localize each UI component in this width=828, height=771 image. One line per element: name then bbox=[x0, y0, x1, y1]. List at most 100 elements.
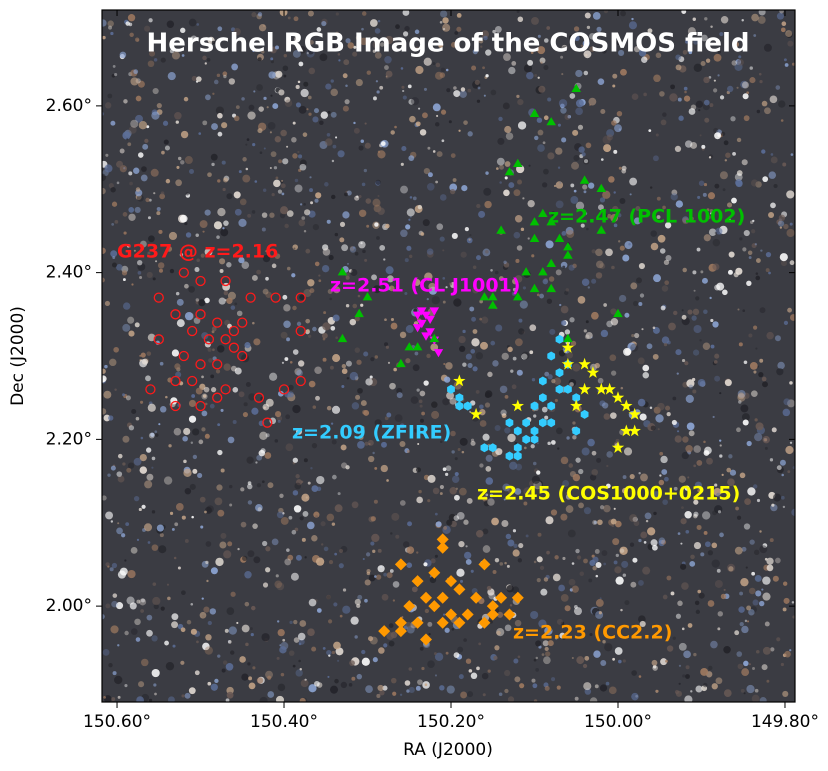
sky-blob bbox=[533, 658, 537, 662]
sky-blob bbox=[597, 78, 605, 86]
sky-blob bbox=[190, 35, 198, 42]
sky-blob bbox=[306, 521, 315, 530]
sky-blob bbox=[551, 378, 556, 384]
sky-blob bbox=[210, 567, 218, 575]
sky-blob bbox=[114, 388, 117, 391]
sky-blob bbox=[633, 46, 641, 53]
sky-blob bbox=[377, 207, 385, 215]
marker bbox=[445, 575, 457, 588]
sky-blob bbox=[256, 454, 263, 461]
sky-blob bbox=[764, 446, 768, 450]
sky-blob bbox=[477, 86, 481, 90]
sky-blob bbox=[415, 121, 421, 127]
marker bbox=[555, 368, 564, 378]
sky-blob bbox=[168, 696, 175, 702]
sky-blob bbox=[308, 684, 317, 693]
sky-blob bbox=[198, 299, 206, 307]
sky-blob bbox=[740, 404, 749, 413]
marker bbox=[580, 409, 589, 419]
sky-blob bbox=[597, 519, 603, 526]
sky-blob bbox=[456, 568, 465, 577]
sky-blob bbox=[656, 690, 659, 693]
sky-blob bbox=[666, 412, 671, 417]
sky-blob bbox=[368, 455, 375, 463]
sky-blob bbox=[484, 402, 491, 408]
sky-blob bbox=[339, 614, 343, 618]
sky-blob bbox=[588, 182, 595, 189]
sky-blob bbox=[645, 519, 649, 523]
sky-blob bbox=[757, 16, 766, 24]
sky-blob bbox=[316, 27, 322, 32]
sky-blob bbox=[192, 428, 200, 436]
sky-blob bbox=[189, 169, 195, 175]
sky-blob bbox=[162, 120, 169, 126]
sky-blob bbox=[714, 231, 718, 235]
sky-blob bbox=[374, 419, 382, 427]
sky-blob bbox=[719, 392, 722, 395]
sky-blob bbox=[770, 647, 775, 652]
sky-blob bbox=[459, 437, 468, 446]
sky-blob bbox=[713, 88, 718, 93]
x-tick-label: 149.80° bbox=[751, 712, 819, 732]
sky-blob bbox=[750, 390, 758, 398]
sky-blob bbox=[434, 674, 438, 677]
sky-blob bbox=[478, 642, 482, 646]
sky-blob bbox=[680, 542, 683, 545]
sky-blob bbox=[517, 121, 527, 130]
sky-blob bbox=[363, 351, 369, 357]
sky-blob bbox=[111, 562, 118, 569]
sky-blob bbox=[406, 546, 415, 554]
sky-blob bbox=[204, 62, 207, 65]
sky-blob bbox=[199, 220, 208, 229]
sky-blob bbox=[712, 321, 719, 328]
sky-blob bbox=[382, 685, 388, 691]
sky-blob bbox=[723, 140, 729, 146]
sky-blob bbox=[602, 640, 606, 644]
sky-blob bbox=[419, 646, 424, 651]
sky-blob bbox=[504, 161, 511, 167]
sky-blob bbox=[365, 198, 372, 204]
sky-blob bbox=[755, 275, 761, 281]
sky-blob bbox=[471, 316, 477, 322]
sky-blob bbox=[409, 115, 416, 123]
sky-blob bbox=[789, 222, 793, 226]
sky-blob bbox=[293, 16, 299, 22]
sky-blob bbox=[204, 510, 207, 514]
sky-blob bbox=[643, 92, 647, 97]
sky-blob bbox=[543, 656, 551, 665]
marker bbox=[220, 384, 231, 395]
sky-blob bbox=[356, 359, 362, 365]
sky-blob bbox=[362, 249, 366, 254]
sky-blob bbox=[693, 289, 696, 292]
sky-blob bbox=[770, 156, 778, 164]
sky-blob bbox=[717, 50, 722, 54]
sky-blob bbox=[114, 72, 118, 77]
sky-blob bbox=[569, 382, 574, 387]
sky-blob bbox=[584, 12, 591, 19]
sky-blob bbox=[461, 450, 465, 454]
sky-blob bbox=[741, 668, 750, 677]
x-tick-label: 150.40° bbox=[250, 712, 318, 732]
sky-blob bbox=[116, 471, 123, 477]
sky-blob bbox=[227, 640, 232, 644]
sky-blob bbox=[373, 96, 377, 101]
sky-blob bbox=[659, 451, 664, 456]
sky-blob bbox=[612, 538, 620, 546]
sky-blob bbox=[762, 176, 769, 183]
sky-blob bbox=[589, 474, 597, 481]
sky-blob bbox=[712, 510, 718, 516]
sky-blob bbox=[637, 398, 646, 407]
sky-blob bbox=[526, 490, 530, 494]
sky-blob bbox=[215, 557, 224, 567]
sky-blob bbox=[741, 81, 749, 89]
sky-blob bbox=[569, 317, 575, 323]
sky-blob bbox=[530, 51, 534, 54]
sky-blob bbox=[385, 345, 390, 349]
sky-blob bbox=[703, 76, 710, 84]
sky-blob bbox=[506, 564, 510, 568]
sky-blob bbox=[350, 616, 359, 625]
sky-blob bbox=[104, 300, 110, 307]
annotation: G237 @ z=2.16 bbox=[117, 241, 278, 263]
sky-blob bbox=[505, 132, 514, 140]
sky-blob bbox=[728, 251, 735, 258]
